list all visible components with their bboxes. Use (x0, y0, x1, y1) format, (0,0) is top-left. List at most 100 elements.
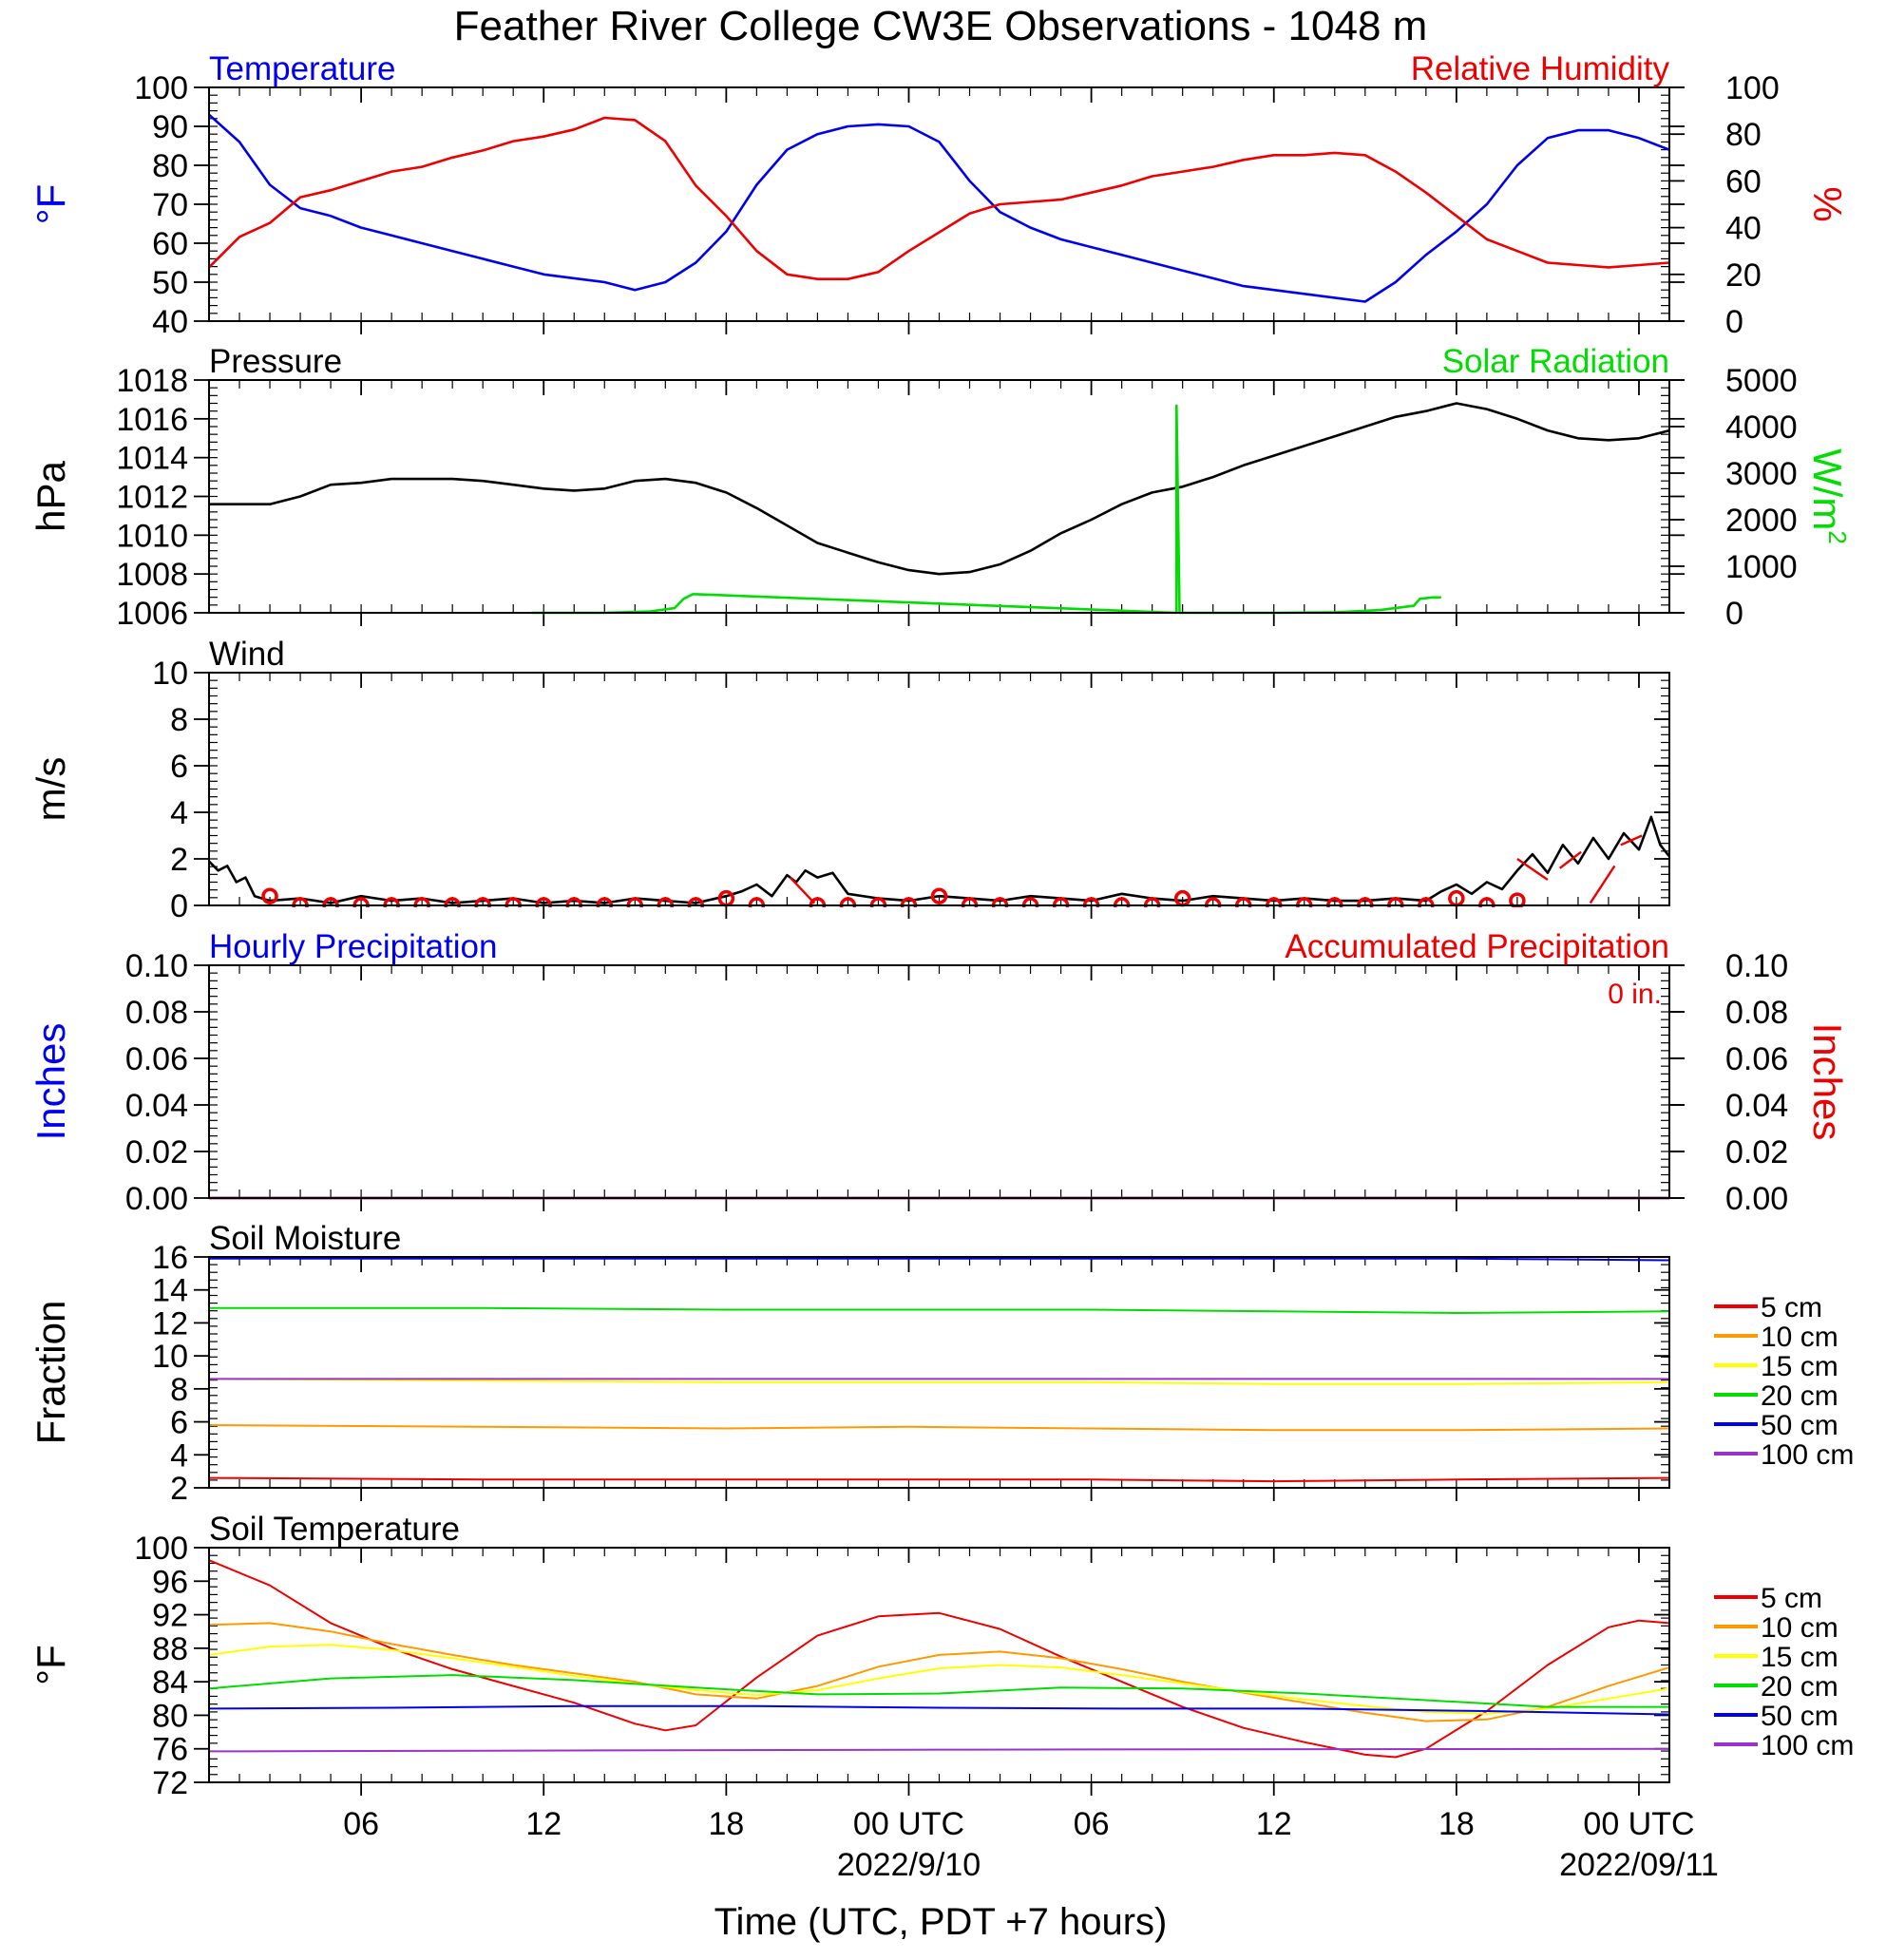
series-line-50-cm (209, 1704, 1669, 1716)
figure-title: Feather River College CW3E Observations … (454, 3, 1428, 49)
series-line-20-cm (209, 1306, 1669, 1314)
panel-precipitation: 0.00 0.02 0.04 0.06 0.08 0.10 0.00 0.02 0.04 0.06… (29, 928, 1850, 1217)
series-line-relative-humidity (209, 116, 1669, 281)
x-tick-date-label: 2022/9/10 (837, 1847, 981, 1883)
y-tick-label-left: 80 (152, 148, 188, 184)
y-tick-label-right: 0 (1725, 596, 1743, 632)
y-tick-label-left: 1006 (116, 596, 188, 632)
wind-marker (1509, 892, 1526, 907)
legend-entry: 20 cm (1761, 1380, 1838, 1412)
y-tick-label-right: 20 (1725, 257, 1762, 294)
y-tick-label-right: 5000 (1725, 363, 1798, 399)
y-tick-label-left: 10 (152, 1339, 188, 1375)
legend-entry: 15 cm (1761, 1351, 1838, 1382)
y-tick-label-left: 8 (170, 702, 188, 738)
y-tick-label-left: 0.02 (125, 1134, 188, 1170)
y-tick-label-left: 80 (152, 1698, 188, 1734)
y-axis-title-right: Inches (1805, 1023, 1850, 1141)
y-axis-title-left: Inches (29, 1023, 73, 1141)
y-tick-label-left: 1018 (116, 363, 188, 399)
y-tick-label-left: 14 (152, 1273, 188, 1309)
y-tick-label-right: 2000 (1725, 503, 1798, 539)
x-tick-label: 12 (1256, 1806, 1292, 1842)
minor-ticks (209, 1257, 1669, 1488)
y-tick-label-left: 72 (152, 1765, 188, 1801)
y-tick-label-left: 6 (170, 749, 188, 785)
y-axis-title-left: °F (29, 1645, 73, 1684)
series-group (209, 113, 1669, 303)
wind-marker (261, 887, 278, 904)
series-line-5-cm (209, 1476, 1669, 1483)
y-tick-label-right: 100 (1725, 70, 1780, 106)
minor-ticks (209, 380, 1669, 613)
y-tick-label-right: 0 (1725, 304, 1743, 340)
legend-entry: 50 cm (1761, 1701, 1838, 1732)
y-tick-label-right: 80 (1725, 117, 1762, 153)
y-tick-label-left: 76 (152, 1732, 188, 1768)
y-tick-label-left: 10 (152, 656, 188, 692)
panel-frame (208, 1547, 1670, 1783)
y-tick-label-right: 4000 (1725, 409, 1798, 446)
y-tick-label-left: 60 (152, 226, 188, 262)
y-tick-label-left: 1008 (116, 557, 188, 593)
legend-entry: 15 cm (1761, 1642, 1838, 1673)
legend-entry: 50 cm (1761, 1410, 1838, 1441)
series-line-100-cm (209, 1747, 1669, 1753)
y-axis-title-left: hPa (29, 460, 73, 531)
wind-direction-segment (1589, 865, 1616, 904)
y-tick-label-left: 96 (152, 1564, 188, 1600)
y-tick-label-left: 16 (152, 1240, 188, 1276)
y-tick-label-left: 2 (170, 1471, 188, 1507)
series-line-solar-radiation (531, 404, 1441, 615)
y-axis-right: 0.00 0.02 0.04 0.06 0.08 0.10 (1669, 948, 1788, 1217)
y-tick-label-left: 8 (170, 1372, 188, 1408)
panel-label-right: Solar Radiation (1442, 343, 1669, 380)
legend-entry: 10 cm (1761, 1612, 1838, 1644)
y-tick-label-right: 0.04 (1725, 1088, 1788, 1124)
y-tick-label-left: 6 (170, 1405, 188, 1441)
series-line-15-cm (209, 1644, 1669, 1715)
x-tick-label: 06 (343, 1806, 379, 1842)
panel-label-right: Relative Humidity (1411, 50, 1670, 87)
wind-direction-segment (1620, 834, 1643, 847)
series-line-pressure (209, 402, 1669, 576)
y-axis-right: 0 20 40 60 80 100 (1669, 70, 1780, 340)
minor-ticks (209, 965, 1669, 1198)
series-line-15-cm (209, 1378, 1669, 1385)
y-tick-label-right: 0.10 (1725, 948, 1788, 984)
x-axis: 06 12 18 00 UTC 2022/9/10 06 12 18 00 UTC 2022/09… (343, 1806, 1719, 1883)
y-axis-title-left: m/s (29, 757, 73, 822)
unit-superscript: 2 (1823, 530, 1852, 543)
y-tick-label-left: 1012 (116, 480, 188, 516)
panel-frame (208, 964, 1670, 1199)
minor-ticks (209, 87, 1669, 321)
y-tick-label-right: 1000 (1725, 549, 1798, 585)
y-tick-label-left: 50 (152, 265, 188, 301)
y-axis-right: 0 1000 2000 3000 4000 5000 (1669, 363, 1798, 632)
x-tick-label: 18 (708, 1806, 744, 1842)
y-axis-left: 0 2 4 6 8 10 (152, 656, 1669, 924)
legend-entry: 100 cm (1761, 1730, 1854, 1761)
y-tick-label-left: 0.08 (125, 995, 188, 1031)
legend-entry: 5 cm (1761, 1292, 1822, 1323)
y-tick-label-left: 12 (152, 1305, 188, 1342)
accumulated-total-label: 0 in. (1608, 979, 1662, 1010)
y-tick-label-left: 40 (152, 304, 188, 340)
series-line-10-cm (209, 1622, 1669, 1722)
y-tick-label-right: 0.08 (1725, 995, 1788, 1031)
series-line-50-cm (209, 1257, 1669, 1262)
x-tick-label: 12 (525, 1806, 562, 1842)
y-tick-label-left: 90 (152, 109, 188, 145)
y-tick-label-right: 0.02 (1725, 1134, 1788, 1170)
panel-wind: 0 2 4 6 8 10 Wind m/s (29, 636, 1670, 924)
legend-entry: 10 cm (1761, 1322, 1838, 1353)
